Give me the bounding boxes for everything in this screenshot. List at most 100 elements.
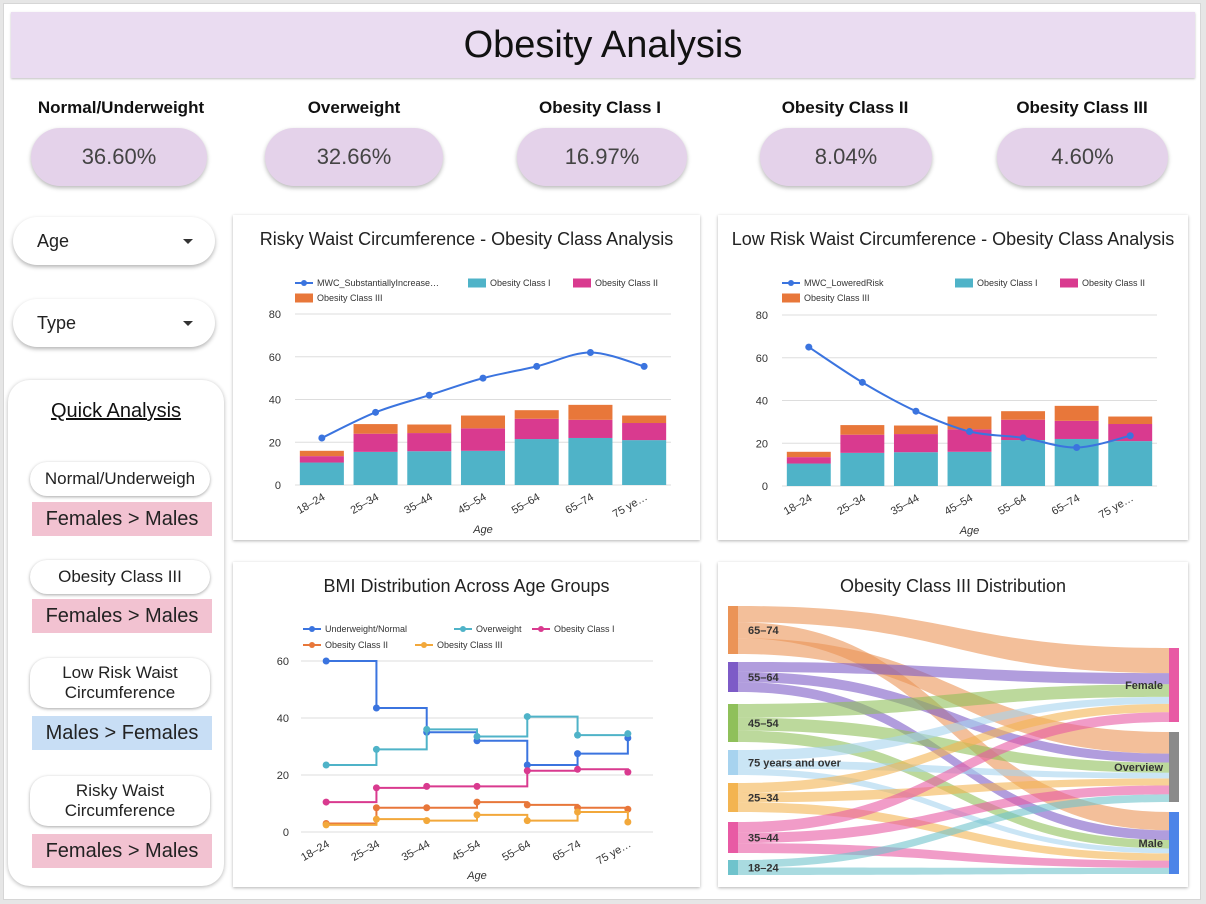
legend-class3-label: Obesity Class III xyxy=(804,293,870,303)
sankey-source-node xyxy=(728,662,738,692)
series-point xyxy=(423,804,431,812)
series-point xyxy=(624,730,632,738)
bmi-distribution-chart-card: BMI Distribution Across Age Groups 0 20 40… xyxy=(233,562,700,887)
x-axis-label: Age xyxy=(466,870,487,882)
trend-point xyxy=(1019,434,1027,442)
bar-segment xyxy=(893,425,938,435)
series-point xyxy=(523,767,531,775)
bar-segment xyxy=(622,440,667,485)
series-point xyxy=(574,808,582,816)
sankey-flow xyxy=(738,671,1169,763)
series-line xyxy=(326,660,629,767)
x-tick-label: 75 ye… xyxy=(1097,492,1136,521)
legend-series-marker xyxy=(309,642,315,648)
bar-segment xyxy=(353,424,398,434)
x-tick-label: 18–24 xyxy=(295,491,327,517)
trend-point xyxy=(533,362,541,370)
x-tick-label: 65–74 xyxy=(1050,492,1082,518)
kpi-value-obesity-class-3: 4.60% xyxy=(997,128,1168,186)
age-filter-dropdown[interactable]: Age xyxy=(13,217,215,265)
legend-class1-swatch xyxy=(468,278,486,288)
x-tick-label: 35–44 xyxy=(402,491,434,517)
chevron-down-icon xyxy=(183,238,193,244)
obesity-class-3-sankey-card: Obesity Class III Distribution 65–74 55–6… xyxy=(718,562,1188,887)
series-point xyxy=(574,731,582,739)
trend-point xyxy=(1073,444,1081,452)
quick-analysis-button-low-risk-waist[interactable]: Low Risk Waist Circumference xyxy=(30,658,210,708)
sankey-flow xyxy=(738,785,1169,844)
series-point xyxy=(473,798,481,806)
age-filter-label: Age xyxy=(37,230,70,251)
type-filter-dropdown[interactable]: Type xyxy=(13,299,215,347)
series-point xyxy=(322,761,330,769)
series-point xyxy=(322,657,330,665)
sankey-source-node xyxy=(728,860,738,875)
bar-segment xyxy=(947,429,992,452)
series-point xyxy=(423,782,431,790)
legend-class1-label: Obesity Class I xyxy=(490,278,551,288)
series-point xyxy=(624,818,632,826)
series-point xyxy=(372,815,380,823)
trend-point xyxy=(372,408,380,416)
sankey-flow xyxy=(738,867,1169,875)
x-tick-label: 25–34 xyxy=(835,492,867,518)
quick-analysis-button-normal-underweight[interactable]: Normal/Underweigh xyxy=(30,462,210,496)
series-point xyxy=(624,805,632,813)
x-tick-label: 45–54 xyxy=(943,492,975,518)
sankey-flow xyxy=(738,684,1169,718)
y-tick-label: 40 xyxy=(269,395,281,407)
sankey-source-label: 35–44 xyxy=(748,833,779,845)
y-tick-label: 20 xyxy=(277,770,289,782)
sankey-target-label: Female xyxy=(1125,680,1163,692)
trend-point xyxy=(966,427,973,435)
series-point xyxy=(574,765,582,773)
quick-analysis-button-obesity-class-3[interactable]: Obesity Class III xyxy=(30,560,210,594)
series-point xyxy=(372,784,380,792)
x-tick-label: 55–64 xyxy=(996,492,1028,518)
legend-trend-label: MWC_SubstantiallyIncrease… xyxy=(317,278,439,288)
bar-segment xyxy=(514,418,559,440)
y-tick-label: 0 xyxy=(283,827,289,839)
x-tick-label: 25–34 xyxy=(349,838,381,864)
legend-trend-marker xyxy=(301,280,307,286)
bar-segment xyxy=(407,424,452,434)
bar-segment xyxy=(1108,416,1153,425)
x-tick-label: 55–64 xyxy=(500,838,532,864)
obesity-class-3-sankey-title: Obesity Class III Distribution xyxy=(839,576,1067,596)
sankey-flow xyxy=(738,703,1169,793)
obesity-class-3-sankey: 65–74 55–64 45–54 75 years and over 25–34 35–… xyxy=(728,606,1179,875)
quick-analysis-button-risky-waist[interactable]: Risky Waist Circumference xyxy=(30,776,210,826)
bar-segment xyxy=(947,416,992,430)
bar-segment xyxy=(1001,440,1046,486)
bar-segment xyxy=(840,452,885,486)
kpi-label-obesity-class-1: Obesity Class I xyxy=(539,98,661,117)
trend-point xyxy=(479,374,487,382)
x-tick-label: 65–74 xyxy=(563,491,595,517)
bar-segment xyxy=(840,434,885,453)
y-tick-label: 40 xyxy=(756,396,768,408)
series-point xyxy=(574,750,582,758)
legend-trend-label: MWC_LoweredRisk xyxy=(804,278,884,288)
sankey-target-label: Male xyxy=(1139,838,1163,850)
x-tick-label: 35–44 xyxy=(889,492,921,518)
series-point xyxy=(473,811,481,819)
bar-segment xyxy=(353,433,398,452)
bar-segment xyxy=(568,437,613,485)
bar-segment xyxy=(568,419,613,438)
series-point xyxy=(473,782,481,790)
risky-waist-chart: 0 20 40 60 80 18–24 25–34 35–44 45–54 55–64 65–74 7… xyxy=(269,278,671,536)
chevron-down-icon xyxy=(183,320,193,326)
dashboard-canvas: Obesity Analysis Normal/Underweight 36.6… xyxy=(3,3,1201,900)
x-axis-label: Age xyxy=(959,525,980,537)
trend-point xyxy=(425,391,433,399)
y-tick-label: 20 xyxy=(756,438,768,450)
legend-series-marker xyxy=(460,626,466,632)
bar-segment xyxy=(947,451,992,486)
series-point xyxy=(423,817,431,825)
bar-segment xyxy=(514,439,559,485)
sankey-flow xyxy=(738,794,1169,868)
x-tick-label: 65–74 xyxy=(551,838,583,864)
series-point xyxy=(372,804,380,812)
trend-point xyxy=(640,362,648,370)
sankey-source-node xyxy=(728,606,738,654)
